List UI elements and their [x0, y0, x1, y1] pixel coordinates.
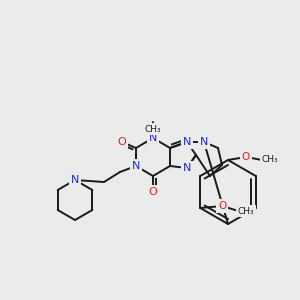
- Text: O: O: [242, 152, 250, 162]
- Text: CH₃: CH₃: [145, 124, 161, 134]
- Text: N: N: [149, 133, 157, 143]
- Text: N: N: [71, 175, 79, 185]
- Text: N: N: [132, 161, 140, 171]
- Text: O: O: [118, 137, 126, 147]
- Text: N: N: [183, 137, 191, 147]
- Text: CH₃: CH₃: [238, 206, 255, 215]
- Text: N: N: [200, 137, 208, 147]
- Text: N: N: [183, 163, 191, 173]
- Text: O: O: [218, 201, 226, 211]
- Text: O: O: [148, 187, 158, 197]
- Text: CH₃: CH₃: [262, 155, 278, 164]
